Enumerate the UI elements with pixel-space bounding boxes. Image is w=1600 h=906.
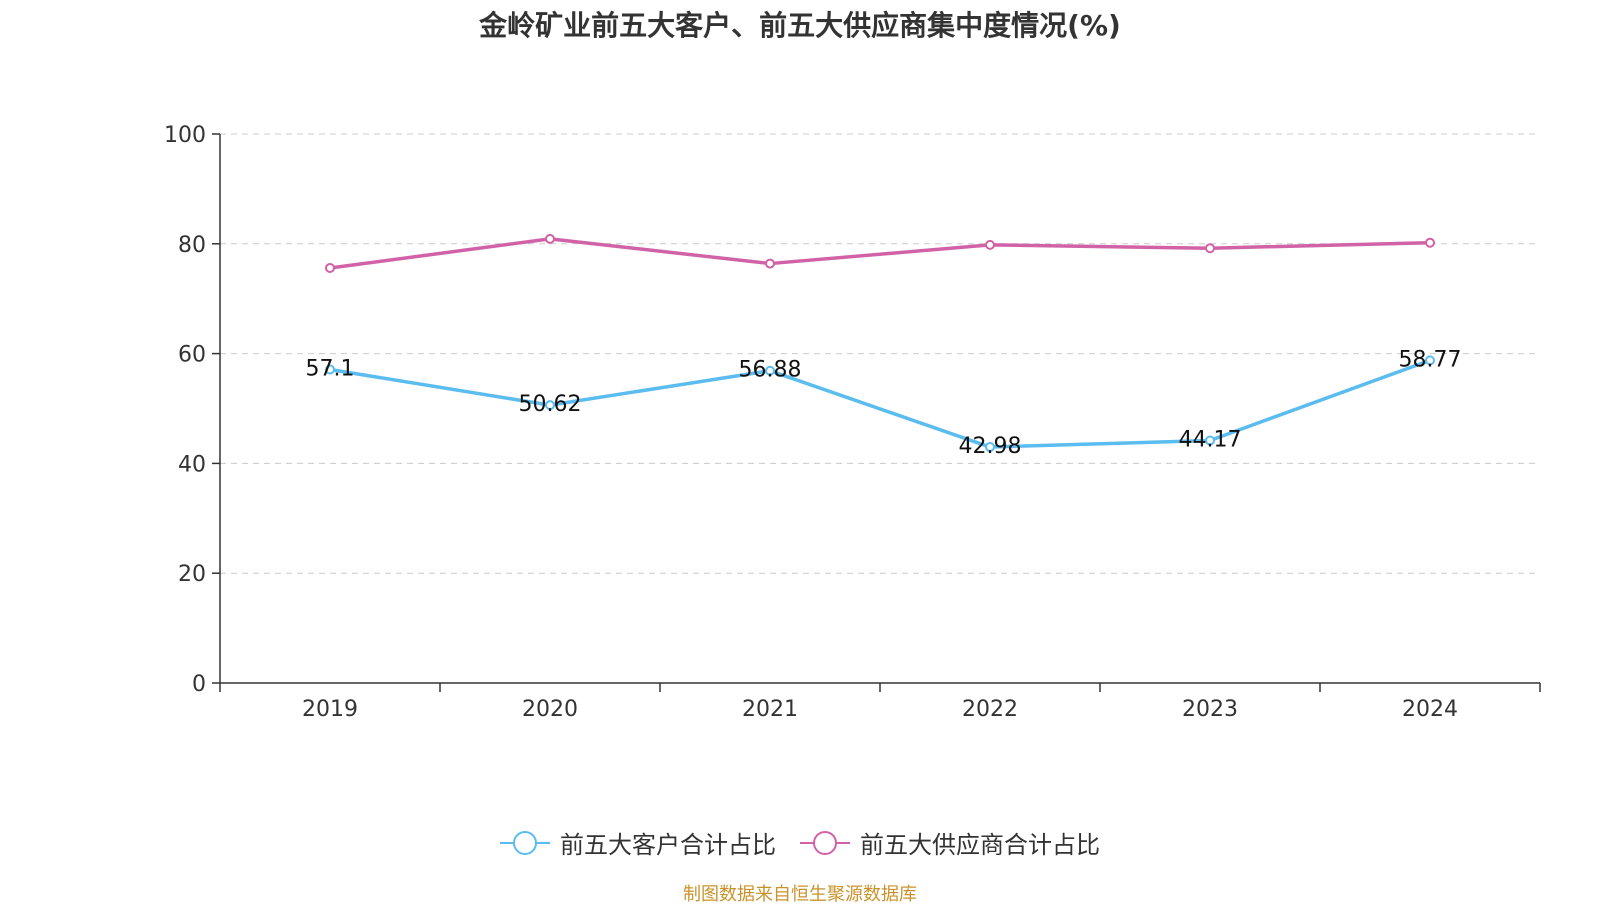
series-line-1: [329, 237, 1431, 270]
data-point: [325, 262, 335, 273]
data-point: [1425, 237, 1435, 248]
x-tick-label: 2021: [742, 697, 798, 722]
x-tick-label: 2023: [1182, 697, 1238, 722]
data-label: 42.98: [959, 434, 1022, 459]
data-label: 50.62: [519, 392, 582, 417]
legend-item-customers[interactable]: 前五大客户合计占比: [500, 825, 776, 860]
source-note: 制图数据来自恒生聚源数据库: [683, 884, 917, 905]
legend-label-customers: 前五大客户合计占比: [560, 831, 776, 859]
x-tick-label: 2022: [962, 697, 1018, 722]
legend: 前五大客户合计占比 前五大供应商合计占比: [0, 825, 1600, 860]
y-tick-label: 0: [192, 672, 206, 697]
y-tick-label: 100: [164, 123, 206, 148]
x-tick-label: 2019: [302, 697, 358, 722]
legend-marker-customers-icon: [500, 830, 550, 855]
chart-title: 金岭矿业前五大客户、前五大供应商集中度情况(%): [479, 9, 1121, 42]
y-tick-label: 20: [178, 562, 206, 587]
data-point: [765, 258, 775, 269]
x-tick-label: 2024: [1402, 697, 1458, 722]
data-point: [1425, 355, 1435, 366]
data-point: [545, 400, 555, 411]
data-label: 44.17: [1179, 428, 1242, 453]
y-tick-label: 60: [178, 343, 206, 368]
data-point: [545, 233, 555, 244]
y-tick-label: 80: [178, 233, 206, 258]
data-point: [1205, 435, 1215, 446]
data-point: [765, 365, 775, 376]
series-line-0: [329, 358, 1431, 449]
data-label: 58.77: [1399, 347, 1462, 372]
x-tick-label: 2020: [522, 697, 578, 722]
data-point: [985, 239, 995, 250]
y-tick-label: 40: [178, 452, 206, 477]
data-label: 57.1: [306, 357, 355, 382]
legend-marker-suppliers-icon: [800, 830, 850, 855]
data-point: [1205, 243, 1215, 254]
legend-item-suppliers[interactable]: 前五大供应商合计占比: [800, 825, 1100, 860]
line-chart: 0 20 40 60 80 100 2019 2020 2021 2022 2023 2024 57.1…: [164, 123, 1541, 722]
data-point: [325, 364, 335, 375]
data-label: 56.88: [739, 358, 802, 383]
data-point: [985, 442, 995, 453]
legend-label-suppliers: 前五大供应商合计占比: [860, 831, 1100, 859]
